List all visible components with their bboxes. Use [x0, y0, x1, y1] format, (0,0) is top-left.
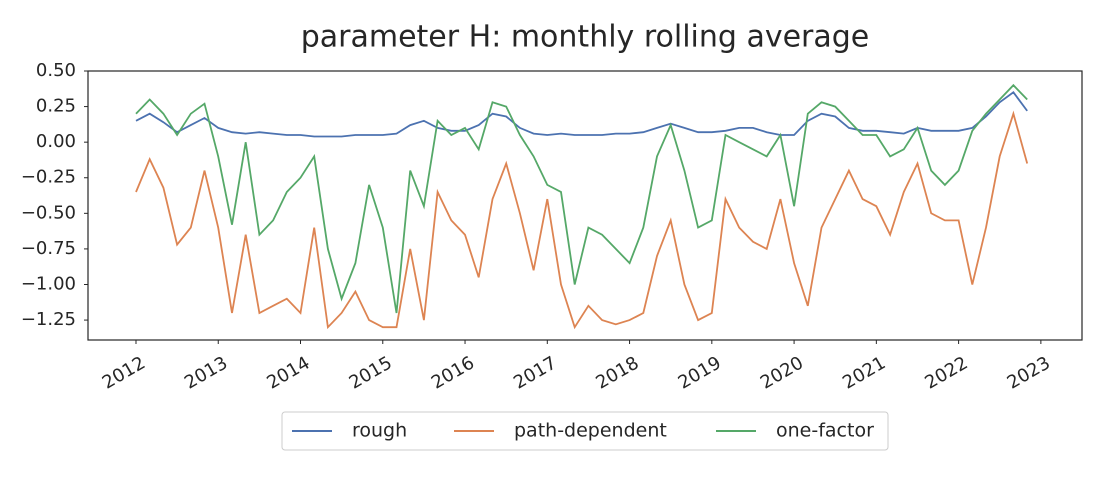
legend-label: one-factor: [776, 420, 874, 442]
x-tick-label: 2023: [1004, 352, 1054, 393]
x-tick-label: 2019: [675, 352, 725, 393]
plot-frame: [87, 70, 1083, 341]
series-line: [135, 83, 1028, 314]
x-tick-label: 2012: [99, 352, 149, 393]
legend-box: [281, 411, 889, 451]
x-tick-label: 2017: [510, 352, 560, 393]
legend: rough path-dependent one-factor: [281, 411, 889, 451]
y-tick-label: −0.75: [21, 238, 76, 259]
y-tick-label: −0.50: [21, 202, 76, 223]
legend-label: rough: [352, 420, 407, 442]
y-tick-label: 0.50: [36, 60, 76, 81]
y-tick-label: 0.25: [36, 96, 76, 117]
x-tick-label: 2013: [181, 352, 231, 393]
y-tick-label: 0.00: [36, 131, 76, 152]
x-tick-label: 2020: [757, 352, 807, 393]
y-tick-label: −1.25: [21, 309, 76, 330]
series-line: [135, 110, 1029, 330]
legend-label: path-dependent: [514, 420, 667, 442]
chart-title: parameter H: monthly rolling average: [301, 20, 870, 55]
y-tick-label: −1.00: [21, 273, 76, 294]
y-tick-label: −0.25: [21, 167, 76, 188]
x-tick-label: 2015: [346, 352, 396, 393]
x-tick-label: 2016: [428, 352, 478, 393]
x-tick-label: 2014: [263, 352, 313, 393]
series-line: [135, 91, 1028, 138]
x-tick-label: 2021: [839, 352, 889, 393]
x-tick-label: 2018: [592, 352, 642, 393]
x-tick-label: 2022: [921, 352, 971, 393]
